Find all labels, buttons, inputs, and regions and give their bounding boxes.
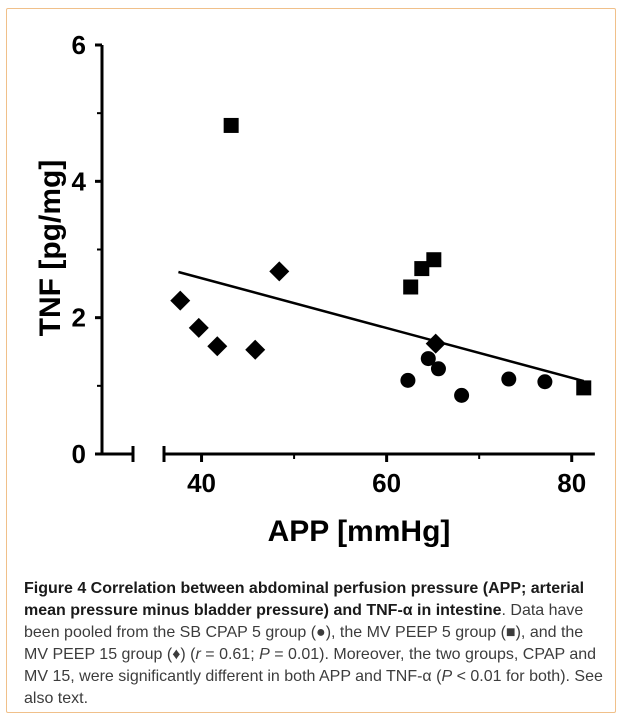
regression-line [178, 270, 585, 383]
caption-r-label: r [195, 646, 201, 663]
data-point-circle [454, 387, 470, 403]
data-point-circle [430, 361, 446, 377]
x-tick-label: 60 [372, 468, 401, 498]
caption-text-1: . Data have been pooled from the SB CPAP… [24, 602, 584, 663]
y-tick-label: 4 [72, 166, 87, 196]
chart-axes [100, 45, 595, 462]
chart-labels: APP [mmHg] TNF [pg/mg] [34, 160, 450, 548]
data-point-square [223, 117, 239, 133]
data-point-circle [420, 351, 436, 367]
figure-frame [6, 8, 616, 713]
data-point-circle [537, 374, 553, 390]
y-axis-label: TNF [pg/mg] [34, 160, 67, 337]
data-point-diamond [425, 333, 446, 354]
data-point-square [576, 380, 592, 396]
chart-marks [170, 117, 592, 403]
data-point-square [414, 261, 430, 277]
x-tick-label: 40 [187, 468, 216, 498]
caption-text-2: = 0.61; [200, 646, 260, 663]
data-point-diamond [269, 261, 290, 282]
data-point-diamond [170, 290, 191, 311]
data-point-circle [400, 372, 416, 388]
chart-ticks: 0 2 4 6 40 60 80 [72, 30, 587, 498]
x-axis-label: APP [mmHg] [268, 515, 451, 548]
data-point-square [426, 252, 442, 268]
caption-text-4: < 0.01 for both). See also text. [24, 668, 603, 707]
figure-caption: Figure 4 Correlation between abdominal p… [24, 578, 604, 710]
data-point-square [403, 279, 419, 295]
data-point-circle [501, 371, 517, 387]
data-point-diamond [245, 339, 266, 360]
data-point-diamond [188, 317, 209, 338]
caption-p-label-2: P [441, 668, 453, 685]
y-tick-label: 0 [72, 439, 86, 469]
y-tick-label: 2 [72, 303, 86, 333]
scatter-chart: 0 2 4 6 40 60 80 APP [mmHg] TNF [pg/mg] [34, 30, 595, 548]
data-point-diamond [207, 336, 228, 357]
caption-p-label: P [259, 646, 270, 663]
y-tick-label: 6 [72, 30, 86, 60]
x-tick-label: 80 [557, 468, 586, 498]
caption-text-3: = 0.01). Moreover, the two groups, CPAP … [24, 646, 597, 685]
caption-title: Figure 4 Correlation between abdominal p… [24, 580, 585, 619]
